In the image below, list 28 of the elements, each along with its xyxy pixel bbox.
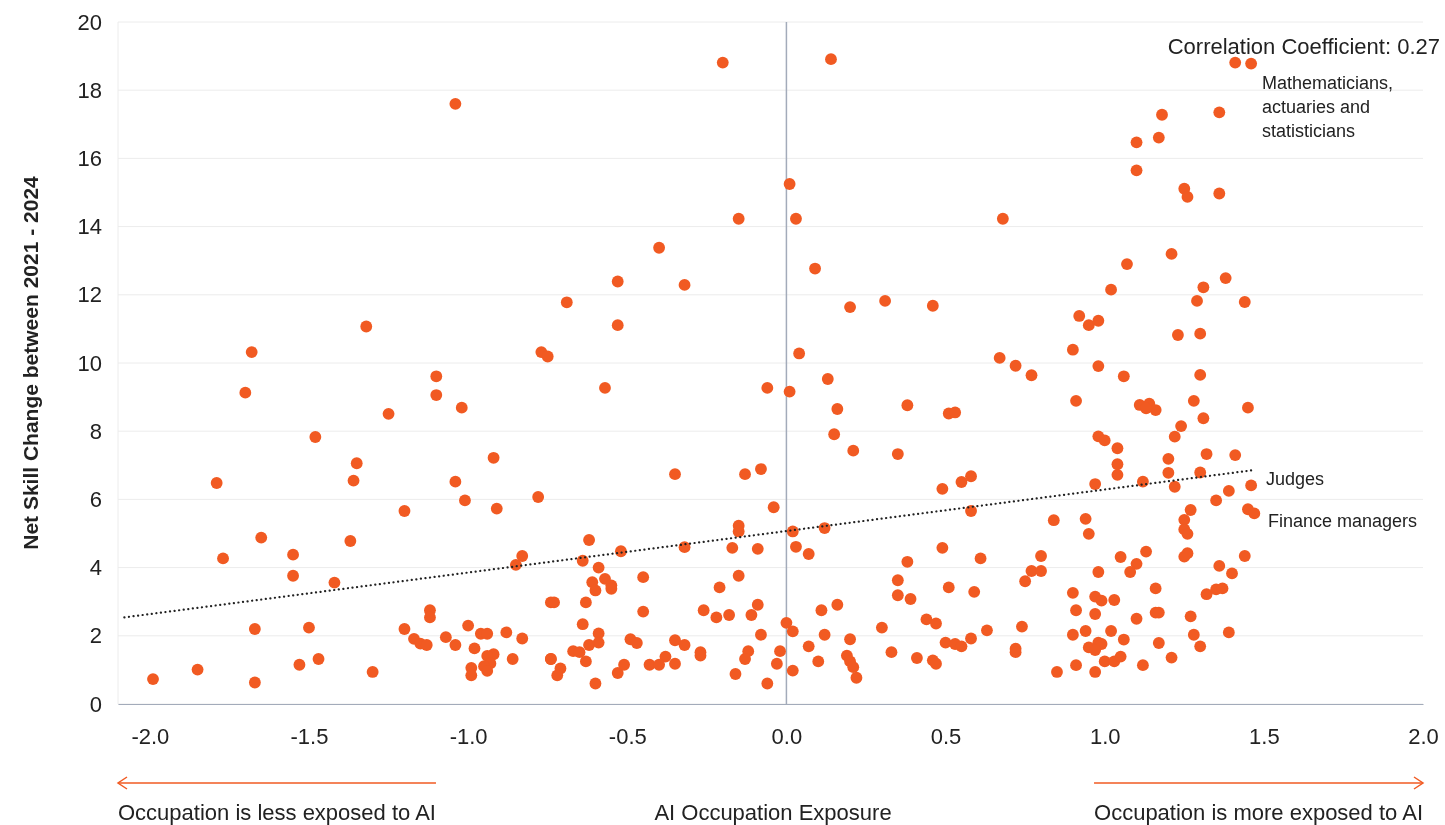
text: Occupation is more exposed to AI [1094,800,1423,825]
y-tick-label: 4 [89,555,102,581]
x-tick-label: -1.5 [290,723,329,749]
x-tick-label: 1.5 [1249,723,1280,749]
y-tick-label: 16 [77,145,102,171]
x-tick-label: 0.5 [930,723,962,749]
x-tick-label: -1.0 [449,723,488,749]
y-tick-label: 14 [77,214,102,240]
y-tick-label: 12 [77,282,102,308]
annotation: Judges [1266,469,1325,489]
y-tick-label: 18 [77,77,102,103]
y-tick-label: 0 [89,691,102,717]
x-tick-label: 1.0 [1089,723,1121,749]
y-tick-label: 6 [89,486,102,512]
annotation: Correlation Coefficient: 0.27 [1167,34,1440,59]
y-tick-label: 2 [89,623,102,649]
x-tick-label: -2.0 [131,723,170,749]
x-tick-label: 2.0 [1408,723,1439,749]
x-tick-label: 0.0 [771,723,803,749]
x-axis-title: AI Occupation Exposure [654,800,892,825]
y-tick-label: 8 [89,418,102,444]
y-tick-label: 20 [77,9,102,35]
annotation: Finance managers [1268,511,1418,531]
text: Occupation is less exposed to AI [118,800,436,825]
y-tick-label: 10 [77,350,102,376]
y-axis-title: Net Skill Change between 2021 - 2024 [19,175,42,550]
x-tick-label: -0.5 [608,723,647,749]
annotation: Mathematicians, actuaries and statisticians [1262,73,1394,141]
